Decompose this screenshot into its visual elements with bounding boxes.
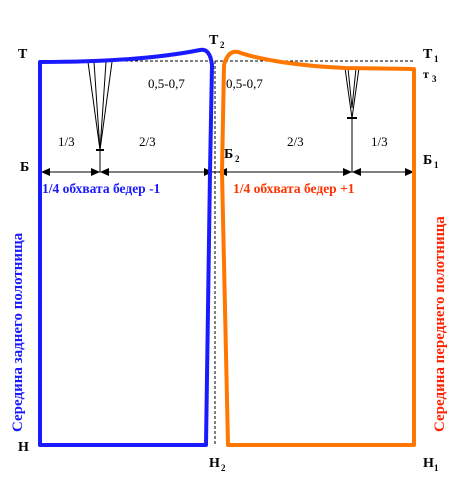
- label-t3: т: [423, 67, 429, 81]
- fraction-front-right: 1/3: [371, 134, 388, 149]
- front-width-label: 1/4 обхвата бедер +1: [233, 181, 355, 196]
- arrow-left-back: [41, 168, 50, 176]
- back-dart: [87, 61, 113, 151]
- fraction-front-left: 2/3: [287, 134, 304, 149]
- label-T: Т: [18, 47, 28, 62]
- back-center-label: Середина заднего полотнища: [10, 232, 26, 432]
- label-t3-sub: 3: [432, 74, 437, 84]
- offset-left: 0,5-0,7: [148, 76, 185, 91]
- arrow-front-mid-r: [352, 168, 361, 176]
- label-T2-sub: 2: [220, 40, 225, 50]
- front-panel-outline: [220, 49, 416, 447]
- front-center-label: Середина переднего полотнища: [432, 216, 448, 432]
- label-N1: Н: [423, 456, 434, 471]
- label-B: Б: [20, 160, 29, 175]
- back-panel-outline: [38, 47, 214, 447]
- label-B2: Б: [224, 147, 233, 162]
- label-N2-sub: 2: [221, 463, 226, 473]
- label-T1-sub: 1: [434, 54, 439, 64]
- label-B1: Б: [423, 153, 432, 168]
- label-B2-sub: 2: [235, 154, 240, 164]
- arrow-back-mid-l: [91, 168, 100, 176]
- front-dart: [344, 67, 360, 119]
- arrow-back-mid-r: [100, 168, 109, 176]
- arrow-front-mid-l: [343, 168, 352, 176]
- label-N2: Н: [209, 456, 220, 471]
- arrow-front-right: [405, 168, 414, 176]
- label-N1-sub: 1: [434, 463, 439, 473]
- label-T1: Т: [423, 47, 433, 62]
- back-width-label: 1/4 обхвата бедер -1: [42, 181, 161, 196]
- fraction-back-left: 1/3: [58, 134, 75, 149]
- fraction-back-right: 2/3: [139, 134, 156, 149]
- label-B1-sub: 1: [434, 160, 439, 170]
- label-N: Н: [18, 440, 29, 455]
- label-T2: Т: [209, 33, 219, 48]
- offset-right: 0,5-0,7: [226, 76, 263, 91]
